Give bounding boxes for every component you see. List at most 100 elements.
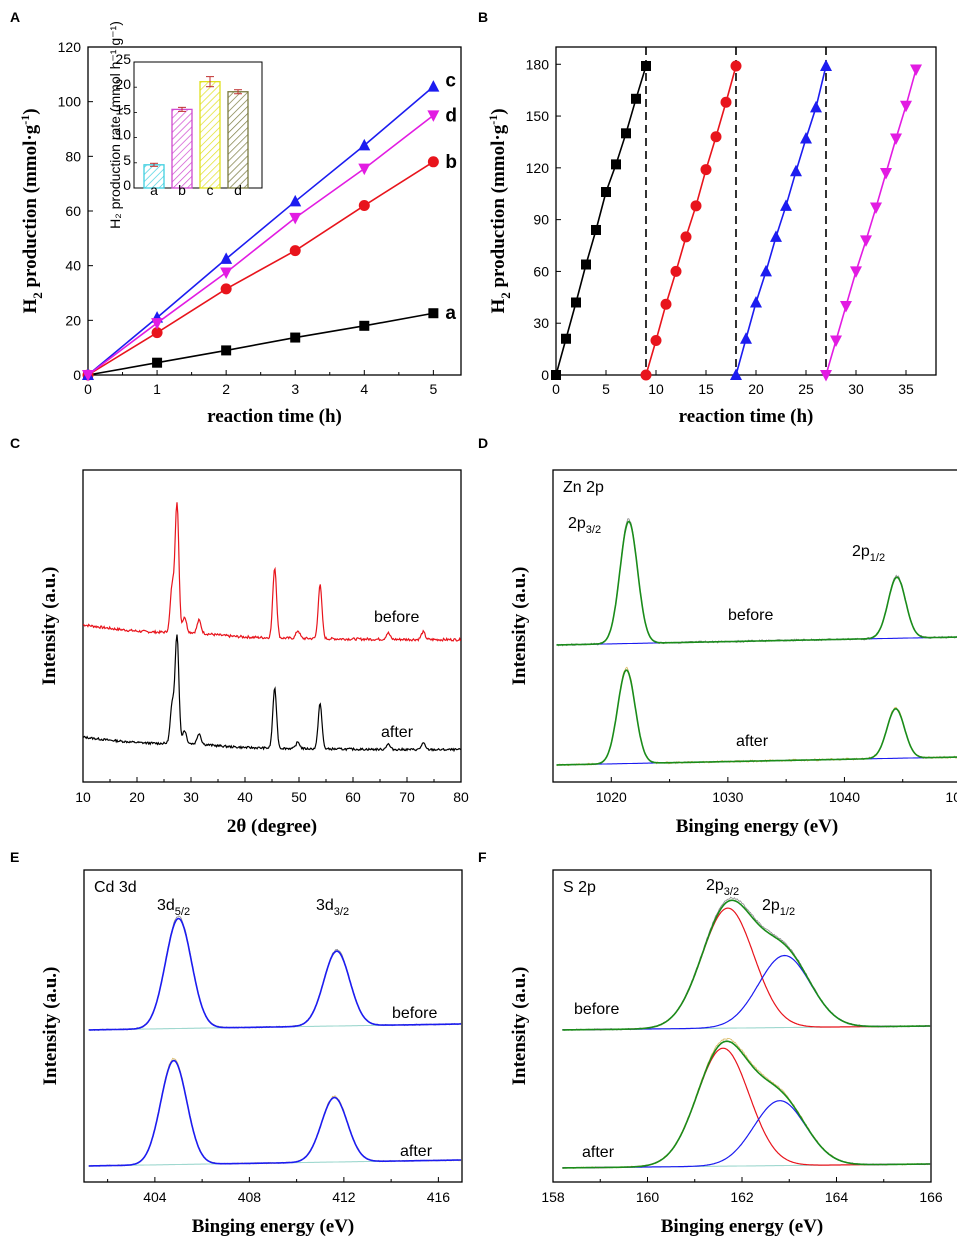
peak-label-1-main: 2p xyxy=(706,877,724,894)
data-point-b xyxy=(427,156,439,168)
series-line-cycle-4 xyxy=(825,69,917,376)
data-point-a xyxy=(221,345,232,356)
panel-label-d: D xyxy=(478,435,488,451)
x-tick-label: 20 xyxy=(748,381,764,397)
y-tick-label: 90 xyxy=(533,212,549,228)
data-point-cycle-1 xyxy=(581,259,591,270)
y-tick-label: 80 xyxy=(65,148,81,164)
inset-y-axis-label: H₂ production rate (mmol h⁻¹ g⁻¹) xyxy=(107,21,123,229)
data-point-cycle-2 xyxy=(720,96,732,108)
peak-label-1-sub: 5/2 xyxy=(175,906,190,918)
x-axis-label: Binging energy (eV) xyxy=(676,816,839,837)
x-tick-label: 15 xyxy=(698,381,714,397)
y-axis-label-sub: 2 xyxy=(30,292,45,299)
peak-label-2-main: 3d xyxy=(316,897,334,914)
y-tick-label: 0 xyxy=(73,367,81,383)
data-point-cycle-1 xyxy=(571,297,581,308)
data-point-cycle-3 xyxy=(740,332,752,344)
data-point-cycle-2 xyxy=(670,265,682,277)
x-tick-label: 404 xyxy=(143,1189,167,1205)
x-tick-label: 30 xyxy=(183,789,199,805)
label-before: before xyxy=(374,609,419,626)
y-axis-label-sub: 2 xyxy=(498,292,513,299)
data-point-cycle-3 xyxy=(760,264,772,277)
y-axis-label: H2 production (mmol·g-1) xyxy=(18,108,45,313)
x-tick-label: 80 xyxy=(453,789,469,805)
x-axis-label: Binging energy (eV) xyxy=(192,1216,355,1237)
data-point-cycle-1 xyxy=(621,128,631,139)
data-point-cycle-3 xyxy=(790,164,802,177)
x-tick-label: 162 xyxy=(730,1189,754,1205)
inset-y-tick-label: 0 xyxy=(123,177,131,193)
label-before: before xyxy=(574,1001,619,1018)
x-tick-label: 416 xyxy=(427,1189,451,1205)
y-axis-label-h: H xyxy=(20,299,41,314)
x-axis-label: reaction time (h) xyxy=(679,406,814,427)
inset-bar-b xyxy=(171,108,193,189)
x-tick-label: 20 xyxy=(129,789,145,805)
y-axis-label-exp: -1 xyxy=(486,115,500,125)
data-point-cycle-4 xyxy=(820,370,832,382)
data-point-cycle-2 xyxy=(690,200,702,212)
xrd-trace-after xyxy=(82,634,461,753)
inset-y-tick-label: 15 xyxy=(115,101,131,117)
x-tick-label: 1050 xyxy=(945,789,957,805)
y-axis-label: Intensity (a.u.) xyxy=(509,967,530,1086)
xps-envelope-before xyxy=(88,917,462,1031)
plot-frame xyxy=(555,46,937,376)
inset-y-tick-label: 25 xyxy=(115,51,131,67)
inset-y-tick-label: 10 xyxy=(115,127,131,143)
inset-x-tick-label: d xyxy=(234,182,242,198)
x-tick-label: 25 xyxy=(798,381,814,397)
x-tick-label: 0 xyxy=(552,381,560,397)
xps-envelope-after xyxy=(88,1059,462,1167)
y-axis-label-end: ) xyxy=(20,108,41,114)
data-point-a xyxy=(359,320,370,331)
data-point-cycle-4 xyxy=(910,64,922,76)
xps-component-after xyxy=(562,1100,931,1169)
xps-envelope-after xyxy=(562,1040,931,1169)
peak-label-1-main: 2p xyxy=(568,515,586,532)
x-tick-label: 164 xyxy=(825,1189,849,1205)
peak-label-2-sub: 1/2 xyxy=(870,552,885,564)
y-axis-label: Intensity (a.u.) xyxy=(40,967,61,1086)
x-tick-label: 5 xyxy=(602,381,610,397)
data-point-c xyxy=(358,138,371,151)
inset-bar-c xyxy=(199,81,221,189)
series-label-a: a xyxy=(445,303,456,324)
data-point-cycle-2 xyxy=(730,60,742,72)
xps-envelope-before xyxy=(556,520,957,646)
data-point-cycle-1 xyxy=(561,333,571,344)
x-tick-label: 4 xyxy=(360,381,368,397)
series-line-c xyxy=(87,86,434,376)
panel-label-a: A xyxy=(10,9,20,25)
data-point-cycle-3 xyxy=(750,295,762,308)
series-line-d xyxy=(87,114,434,376)
data-point-c xyxy=(289,194,302,207)
xps-component-before xyxy=(562,954,931,1031)
panel-b-cycling-chart: 0 5 10 15 20 25 30 35 0 30 60 90 120 150 180 reaction t… xyxy=(486,46,937,427)
x-tick-label: 50 xyxy=(291,789,307,805)
series-line-a xyxy=(87,312,434,376)
y-axis-label-end: ) xyxy=(488,108,509,114)
y-tick-label: 20 xyxy=(65,312,81,328)
x-axis-label: reaction time (h) xyxy=(207,406,342,427)
panel-f-s2p-chart: 158 160 162 164 166 Binging energy (eV) Intens… xyxy=(509,869,943,1237)
data-point-cycle-1 xyxy=(611,159,621,170)
data-point-b xyxy=(289,245,301,257)
xps-raw-before xyxy=(556,518,957,647)
x-tick-label: 1 xyxy=(153,381,161,397)
data-point-a xyxy=(152,357,163,368)
data-point-c xyxy=(220,252,233,264)
data-point-cycle-3 xyxy=(780,199,792,211)
peak-label-1: 2p3/2 xyxy=(706,877,739,898)
plot-frame xyxy=(552,469,957,783)
plot-frame xyxy=(83,869,463,1183)
data-point-cycle-4 xyxy=(870,202,882,215)
x-tick-label: 1040 xyxy=(829,789,860,805)
series-line-cycle-2 xyxy=(645,65,737,376)
peak-label-1: 2p3/2 xyxy=(568,515,601,536)
